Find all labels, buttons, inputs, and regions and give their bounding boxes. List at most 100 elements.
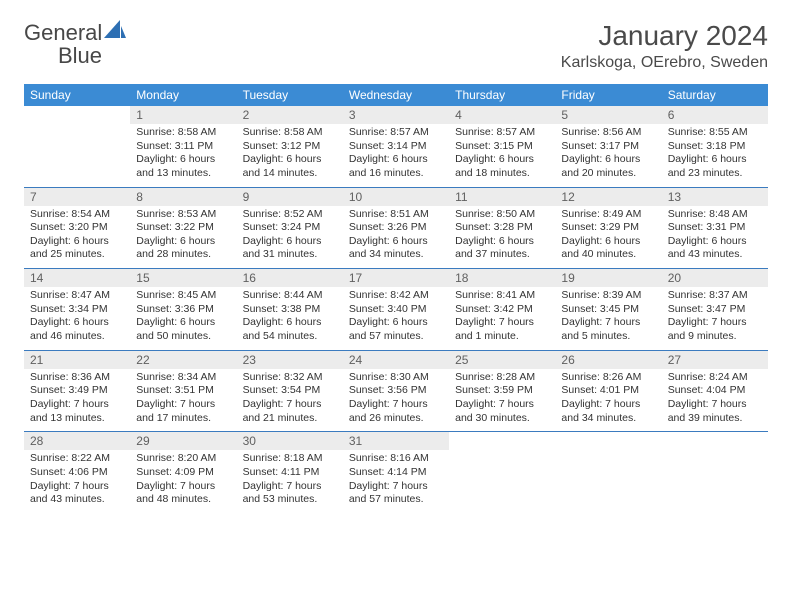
day-content: Sunrise: 8:55 AMSunset: 3:18 PMDaylight:… (662, 124, 768, 187)
day-cell: 28Sunrise: 8:22 AMSunset: 4:06 PMDayligh… (24, 432, 130, 513)
day-number: 31 (343, 432, 449, 450)
day-ss: Sunset: 3:36 PM (136, 303, 230, 317)
day-sr: Sunrise: 8:56 AM (561, 126, 655, 140)
day-content: Sunrise: 8:58 AMSunset: 3:12 PMDaylight:… (237, 124, 343, 187)
day-cell: 31Sunrise: 8:16 AMSunset: 4:14 PMDayligh… (343, 432, 449, 513)
weekday-thursday: Thursday (449, 84, 555, 106)
day-dl1: Daylight: 7 hours (561, 316, 655, 330)
day-number: 25 (449, 351, 555, 369)
day-sr: Sunrise: 8:58 AM (136, 126, 230, 140)
day-dl2: and 37 minutes. (455, 248, 549, 262)
day-dl2: and 5 minutes. (561, 330, 655, 344)
day-number: 27 (662, 351, 768, 369)
day-dl2: and 23 minutes. (668, 167, 762, 181)
day-cell: 26Sunrise: 8:26 AMSunset: 4:01 PMDayligh… (555, 350, 661, 432)
weekday-monday: Monday (130, 84, 236, 106)
day-dl2: and 26 minutes. (349, 412, 443, 426)
day-sr: Sunrise: 8:20 AM (136, 452, 230, 466)
day-sr: Sunrise: 8:49 AM (561, 208, 655, 222)
day-sr: Sunrise: 8:36 AM (30, 371, 124, 385)
day-dl2: and 20 minutes. (561, 167, 655, 181)
day-content: Sunrise: 8:48 AMSunset: 3:31 PMDaylight:… (662, 206, 768, 269)
day-cell: 9Sunrise: 8:52 AMSunset: 3:24 PMDaylight… (237, 187, 343, 269)
day-sr: Sunrise: 8:50 AM (455, 208, 549, 222)
day-dl1: Daylight: 6 hours (243, 316, 337, 330)
day-dl1: Daylight: 6 hours (243, 235, 337, 249)
day-content: Sunrise: 8:16 AMSunset: 4:14 PMDaylight:… (343, 450, 449, 513)
day-sr: Sunrise: 8:16 AM (349, 452, 443, 466)
day-cell: 22Sunrise: 8:34 AMSunset: 3:51 PMDayligh… (130, 350, 236, 432)
day-sr: Sunrise: 8:48 AM (668, 208, 762, 222)
day-content: Sunrise: 8:51 AMSunset: 3:26 PMDaylight:… (343, 206, 449, 269)
day-dl2: and 54 minutes. (243, 330, 337, 344)
day-content: Sunrise: 8:18 AMSunset: 4:11 PMDaylight:… (237, 450, 343, 513)
day-sr: Sunrise: 8:47 AM (30, 289, 124, 303)
day-cell: 11Sunrise: 8:50 AMSunset: 3:28 PMDayligh… (449, 187, 555, 269)
day-cell: 2Sunrise: 8:58 AMSunset: 3:12 PMDaylight… (237, 106, 343, 187)
day-cell (24, 106, 130, 187)
day-ss: Sunset: 3:59 PM (455, 384, 549, 398)
day-content: Sunrise: 8:57 AMSunset: 3:14 PMDaylight:… (343, 124, 449, 187)
day-number: 13 (662, 188, 768, 206)
day-content: Sunrise: 8:41 AMSunset: 3:42 PMDaylight:… (449, 287, 555, 350)
day-number: 6 (662, 106, 768, 124)
day-sr: Sunrise: 8:41 AM (455, 289, 549, 303)
day-content: Sunrise: 8:54 AMSunset: 3:20 PMDaylight:… (24, 206, 130, 269)
day-dl1: Daylight: 7 hours (455, 398, 549, 412)
weekday-friday: Friday (555, 84, 661, 106)
day-cell: 14Sunrise: 8:47 AMSunset: 3:34 PMDayligh… (24, 269, 130, 351)
day-sr: Sunrise: 8:32 AM (243, 371, 337, 385)
day-sr: Sunrise: 8:55 AM (668, 126, 762, 140)
day-number: 1 (130, 106, 236, 124)
day-cell: 4Sunrise: 8:57 AMSunset: 3:15 PMDaylight… (449, 106, 555, 187)
day-dl1: Daylight: 6 hours (455, 153, 549, 167)
day-sr: Sunrise: 8:18 AM (243, 452, 337, 466)
week-row: 1Sunrise: 8:58 AMSunset: 3:11 PMDaylight… (24, 106, 768, 187)
day-dl1: Daylight: 7 hours (455, 316, 549, 330)
day-cell: 3Sunrise: 8:57 AMSunset: 3:14 PMDaylight… (343, 106, 449, 187)
day-ss: Sunset: 4:04 PM (668, 384, 762, 398)
day-number: 14 (24, 269, 130, 287)
week-row: 14Sunrise: 8:47 AMSunset: 3:34 PMDayligh… (24, 269, 768, 351)
week-row: 7Sunrise: 8:54 AMSunset: 3:20 PMDaylight… (24, 187, 768, 269)
day-cell: 30Sunrise: 8:18 AMSunset: 4:11 PMDayligh… (237, 432, 343, 513)
logo-word2: Blue (58, 43, 102, 68)
day-content: Sunrise: 8:56 AMSunset: 3:17 PMDaylight:… (555, 124, 661, 187)
day-number: 5 (555, 106, 661, 124)
day-sr: Sunrise: 8:53 AM (136, 208, 230, 222)
day-dl2: and 39 minutes. (668, 412, 762, 426)
day-number: 20 (662, 269, 768, 287)
day-sr: Sunrise: 8:57 AM (455, 126, 549, 140)
day-dl1: Daylight: 6 hours (136, 235, 230, 249)
day-dl1: Daylight: 6 hours (349, 153, 443, 167)
day-dl1: Daylight: 7 hours (561, 398, 655, 412)
day-dl2: and 46 minutes. (30, 330, 124, 344)
day-dl2: and 34 minutes. (349, 248, 443, 262)
day-dl1: Daylight: 6 hours (561, 235, 655, 249)
day-ss: Sunset: 4:14 PM (349, 466, 443, 480)
day-content: Sunrise: 8:32 AMSunset: 3:54 PMDaylight:… (237, 369, 343, 432)
location: Karlskoga, OErebro, Sweden (561, 54, 768, 72)
day-dl2: and 21 minutes. (243, 412, 337, 426)
weekday-saturday: Saturday (662, 84, 768, 106)
day-content: Sunrise: 8:34 AMSunset: 3:51 PMDaylight:… (130, 369, 236, 432)
day-dl1: Daylight: 7 hours (668, 398, 762, 412)
day-dl1: Daylight: 6 hours (30, 316, 124, 330)
day-number: 23 (237, 351, 343, 369)
day-dl2: and 57 minutes. (349, 493, 443, 507)
day-dl1: Daylight: 6 hours (136, 153, 230, 167)
day-dl1: Daylight: 6 hours (668, 235, 762, 249)
day-cell (662, 432, 768, 513)
day-dl2: and 18 minutes. (455, 167, 549, 181)
day-content: Sunrise: 8:53 AMSunset: 3:22 PMDaylight:… (130, 206, 236, 269)
day-dl1: Daylight: 7 hours (243, 398, 337, 412)
day-sr: Sunrise: 8:57 AM (349, 126, 443, 140)
day-number: 9 (237, 188, 343, 206)
day-sr: Sunrise: 8:37 AM (668, 289, 762, 303)
day-sr: Sunrise: 8:30 AM (349, 371, 443, 385)
day-dl2: and 57 minutes. (349, 330, 443, 344)
header: General Blue January 2024 Karlskoga, OEr… (24, 20, 768, 72)
day-number: 24 (343, 351, 449, 369)
day-dl1: Daylight: 7 hours (668, 316, 762, 330)
day-ss: Sunset: 3:20 PM (30, 221, 124, 235)
